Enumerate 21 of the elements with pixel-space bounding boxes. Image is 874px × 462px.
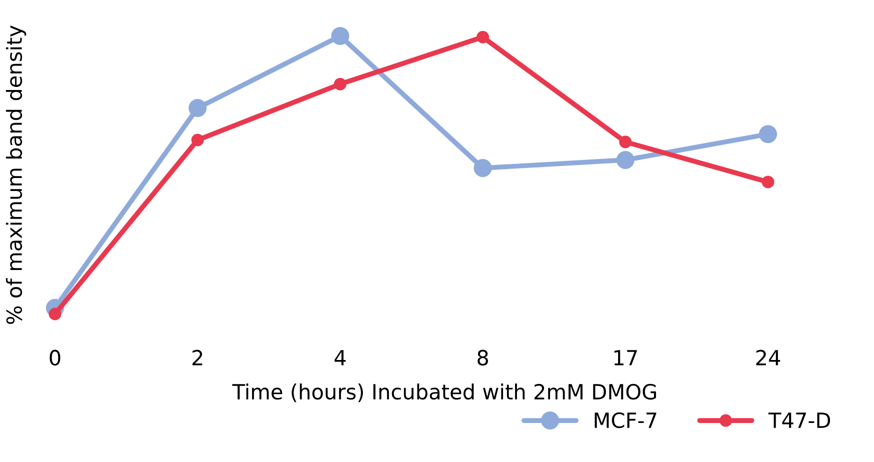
point [758,125,778,144]
y-axis-title: % of maximum band density [6,26,26,324]
x-tick-label: 2 [192,350,202,366]
point [191,134,204,146]
point [48,308,62,320]
legend-label: T47-D [768,412,830,428]
x-axis-title: Time (hours) Incubated with 2mM DMOG [232,383,656,402]
point [619,136,632,148]
point [334,78,346,90]
point [331,26,350,46]
x-tick-label: 24 [756,350,780,366]
point [762,176,774,188]
point [188,98,207,118]
point [476,30,490,44]
x-tick-label: 17 [614,350,637,366]
x-tick-label: 0 [50,350,60,366]
x-tick-label: 8 [478,350,488,366]
legend-label: MCF-7 [594,412,656,428]
x-tick-label: 4 [334,350,346,366]
point [616,150,634,170]
point [474,159,492,178]
